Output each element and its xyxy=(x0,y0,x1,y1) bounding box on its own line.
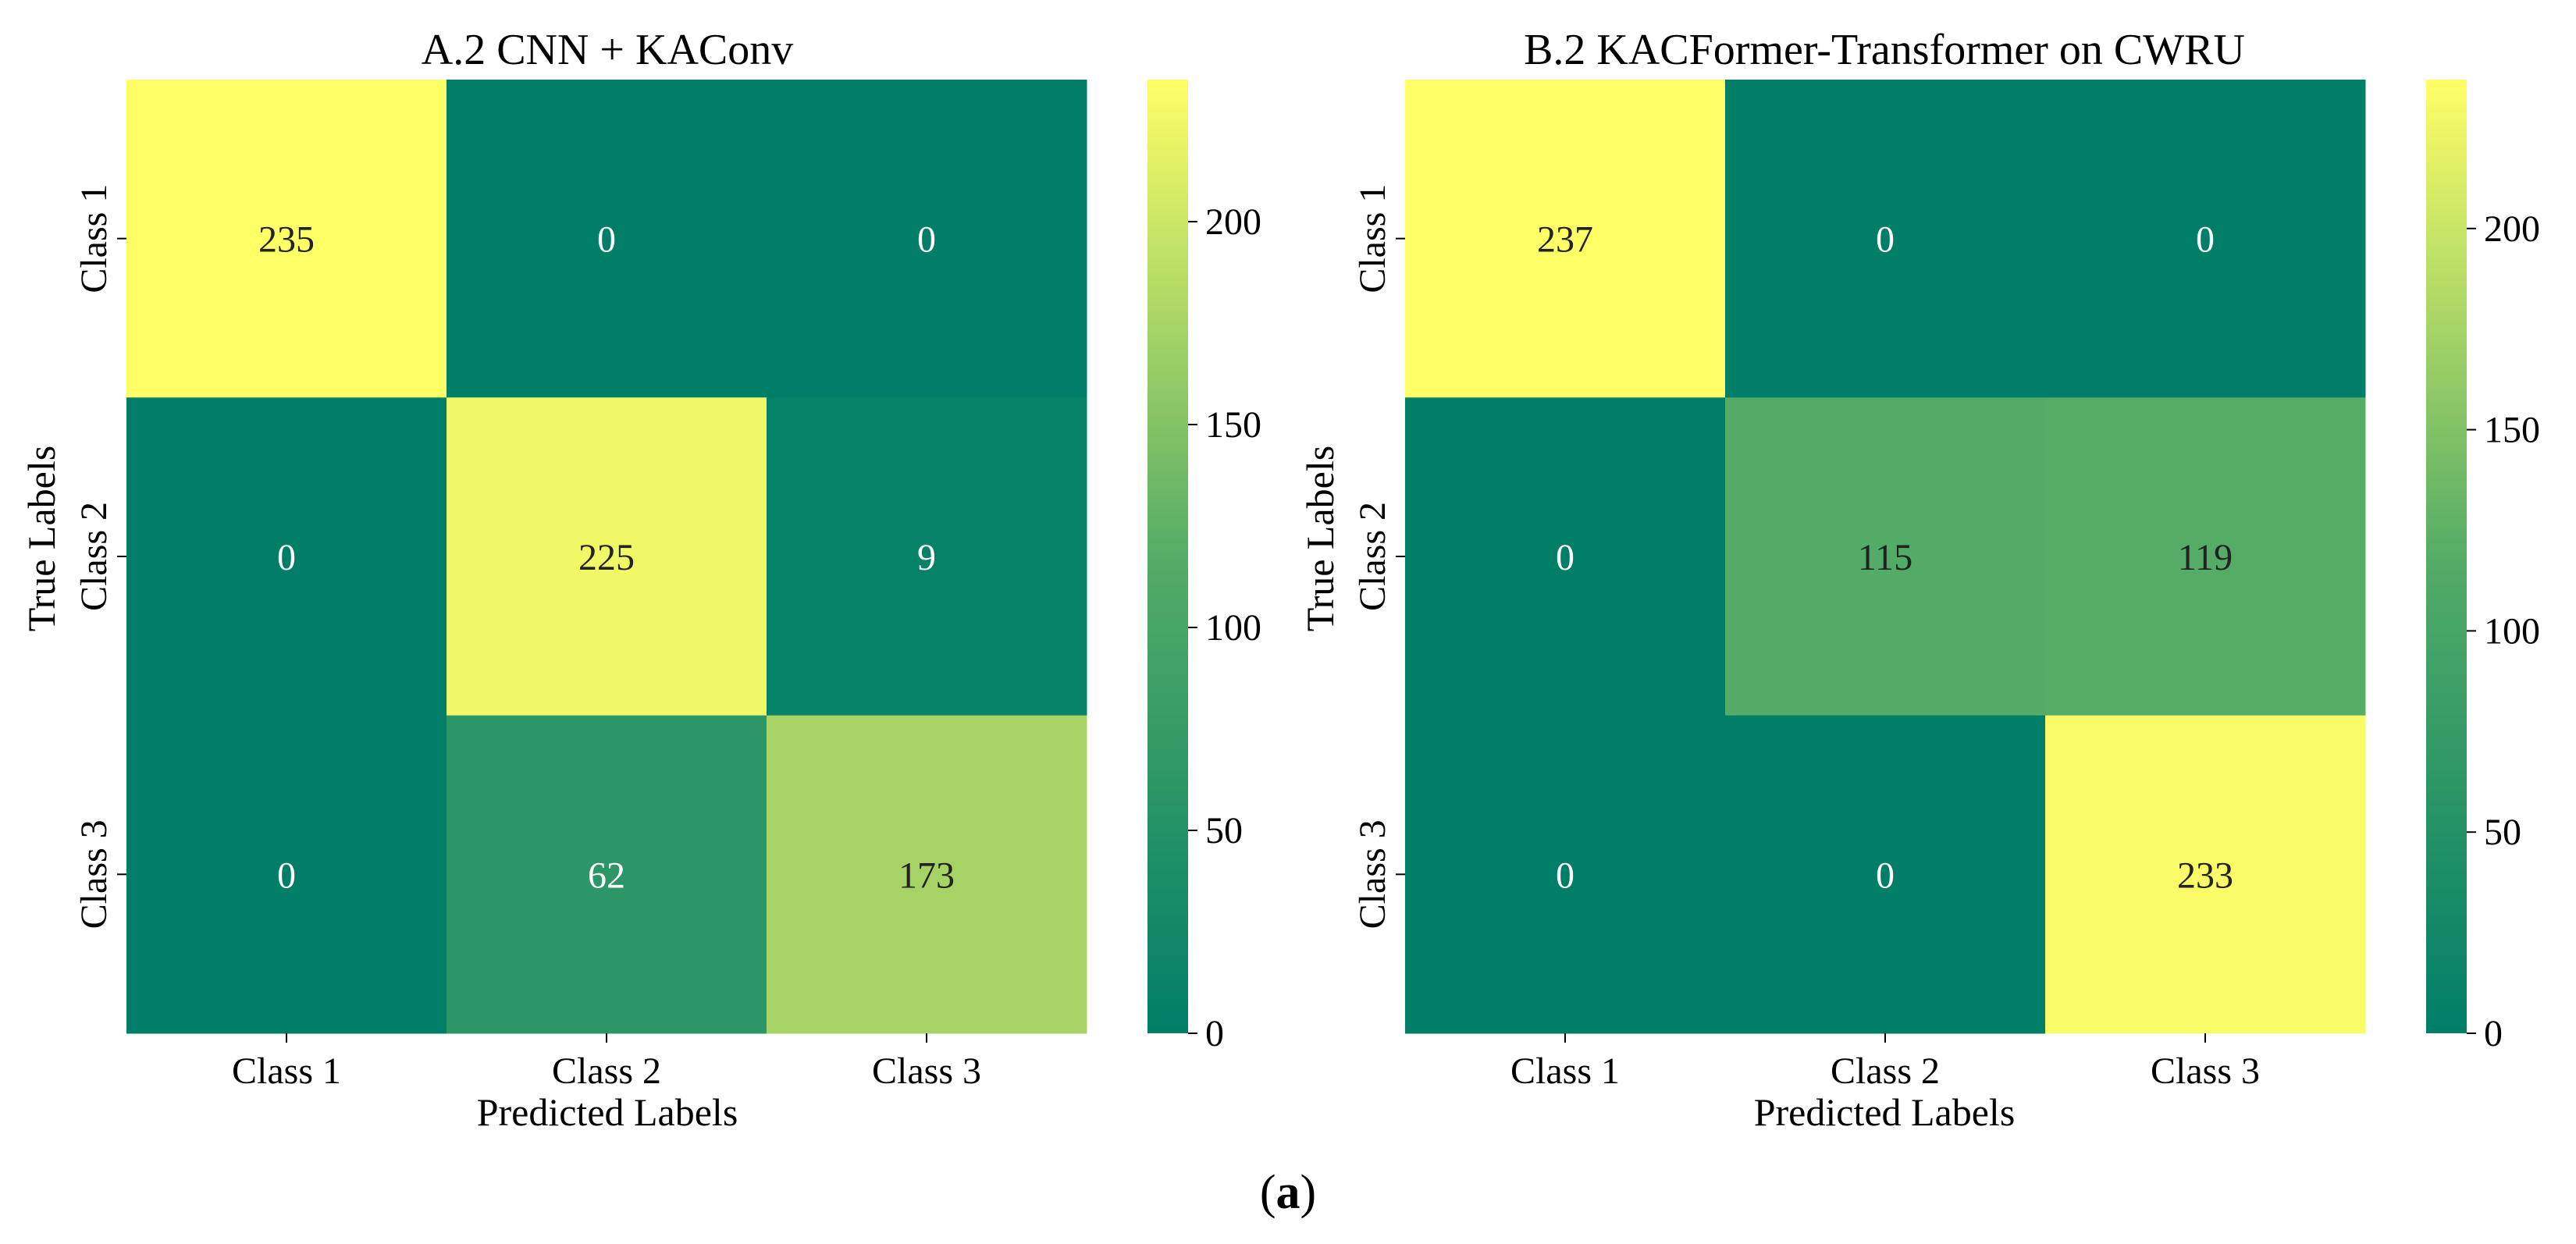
colorbar-tick-label: 100 xyxy=(1205,607,1261,649)
heatmap-cell xyxy=(1405,397,1726,716)
cell-value-label: 0 xyxy=(917,219,936,261)
cell-value-label: 119 xyxy=(2178,537,2233,578)
heatmap-cell xyxy=(126,715,447,1034)
x-axis-label: Predicted Labels xyxy=(477,1090,738,1134)
cell-value-label: 173 xyxy=(898,855,955,896)
heatmap-cell xyxy=(1405,80,1726,398)
panel-b: B.2 KACFormer-Transformer on CWRU Predic… xyxy=(1298,26,2540,1134)
y-tick-label: Class 3 xyxy=(73,819,115,929)
cell-value-label: 225 xyxy=(578,537,635,578)
heatmap-cell xyxy=(447,397,767,716)
heatmap-cell xyxy=(126,397,447,716)
cell-value-label: 0 xyxy=(1556,537,1574,578)
colorbar-tick-label: 200 xyxy=(1205,201,1261,243)
heatmap-cell xyxy=(767,80,1087,398)
cell-value-label: 62 xyxy=(588,855,625,896)
cell-value-label: 0 xyxy=(1556,855,1574,896)
x-tick-label: Class 1 xyxy=(232,1050,341,1092)
chart-title: A.2 CNN + KAConv xyxy=(422,26,794,74)
cell-value-label: 0 xyxy=(2196,219,2215,261)
y-tick-label: Class 1 xyxy=(1352,184,1393,293)
cell-value-label: 9 xyxy=(917,537,936,578)
caption-letter: a xyxy=(1276,1166,1300,1219)
heatmap-cell xyxy=(447,80,767,398)
heatmap-cell xyxy=(126,80,447,398)
cell-value-label: 0 xyxy=(277,855,296,896)
x-tick-label: Class 1 xyxy=(1510,1050,1620,1092)
x-tick-label: Class 2 xyxy=(1831,1050,1940,1092)
y-tick-label: Class 3 xyxy=(1352,819,1393,929)
colorbar-tick-label: 50 xyxy=(2484,812,2521,853)
y-tick-label: Class 1 xyxy=(73,184,115,293)
x-tick-label: Class 3 xyxy=(872,1050,981,1092)
colorbar-tick-label: 100 xyxy=(2484,610,2540,652)
y-tick-label: Class 2 xyxy=(73,502,115,611)
heatmap-cell xyxy=(767,397,1087,716)
cell-value-label: 237 xyxy=(1537,219,1593,261)
cell-value-label: 235 xyxy=(258,219,315,261)
heatmap-cell xyxy=(1725,715,2046,1034)
cell-value-label: 0 xyxy=(1876,219,1895,261)
cell-value-label: 0 xyxy=(597,219,616,261)
caption-open: ( xyxy=(1260,1166,1276,1219)
heatmap-cell xyxy=(2045,715,2366,1034)
heatmap-cell xyxy=(2045,80,2366,398)
colorbar-tick-label: 0 xyxy=(1205,1013,1224,1054)
heatmap-cell xyxy=(1725,397,2046,716)
chart-title: B.2 KACFormer-Transformer on CWRU xyxy=(1524,26,2245,74)
cell-value-label: 115 xyxy=(1858,537,1912,578)
colorbar xyxy=(2426,80,2467,1033)
caption-close: ) xyxy=(1300,1166,1317,1219)
y-tick-label: Class 2 xyxy=(1352,502,1393,611)
y-axis-label: True Labels xyxy=(20,446,63,631)
heatmap-cell xyxy=(2045,397,2366,716)
y-axis-label: True Labels xyxy=(1298,446,1342,631)
panel-a: A.2 CNN + KAConv Predicted Labels True L… xyxy=(20,26,1261,1134)
colorbar xyxy=(1147,80,1188,1033)
colorbar-tick-label: 150 xyxy=(2484,410,2540,451)
figure-caption: (a) xyxy=(1260,1166,1316,1219)
heatmap-cell xyxy=(447,715,767,1034)
cell-value-label: 0 xyxy=(277,537,296,578)
heatmap-cell xyxy=(767,715,1087,1034)
colorbar-tick-label: 200 xyxy=(2484,208,2540,250)
x-tick-label: Class 2 xyxy=(552,1050,661,1092)
x-tick-label: Class 3 xyxy=(2151,1050,2260,1092)
heatmap-cell xyxy=(1725,80,2046,398)
colorbar-tick-label: 150 xyxy=(1205,404,1261,446)
colorbar-tick-label: 0 xyxy=(2484,1013,2503,1054)
heatmap-cell xyxy=(1405,715,1726,1034)
colorbar-tick-label: 50 xyxy=(1205,810,1243,851)
cell-value-label: 233 xyxy=(2177,855,2233,896)
cell-value-label: 0 xyxy=(1876,855,1895,896)
x-axis-label: Predicted Labels xyxy=(1754,1090,2016,1134)
